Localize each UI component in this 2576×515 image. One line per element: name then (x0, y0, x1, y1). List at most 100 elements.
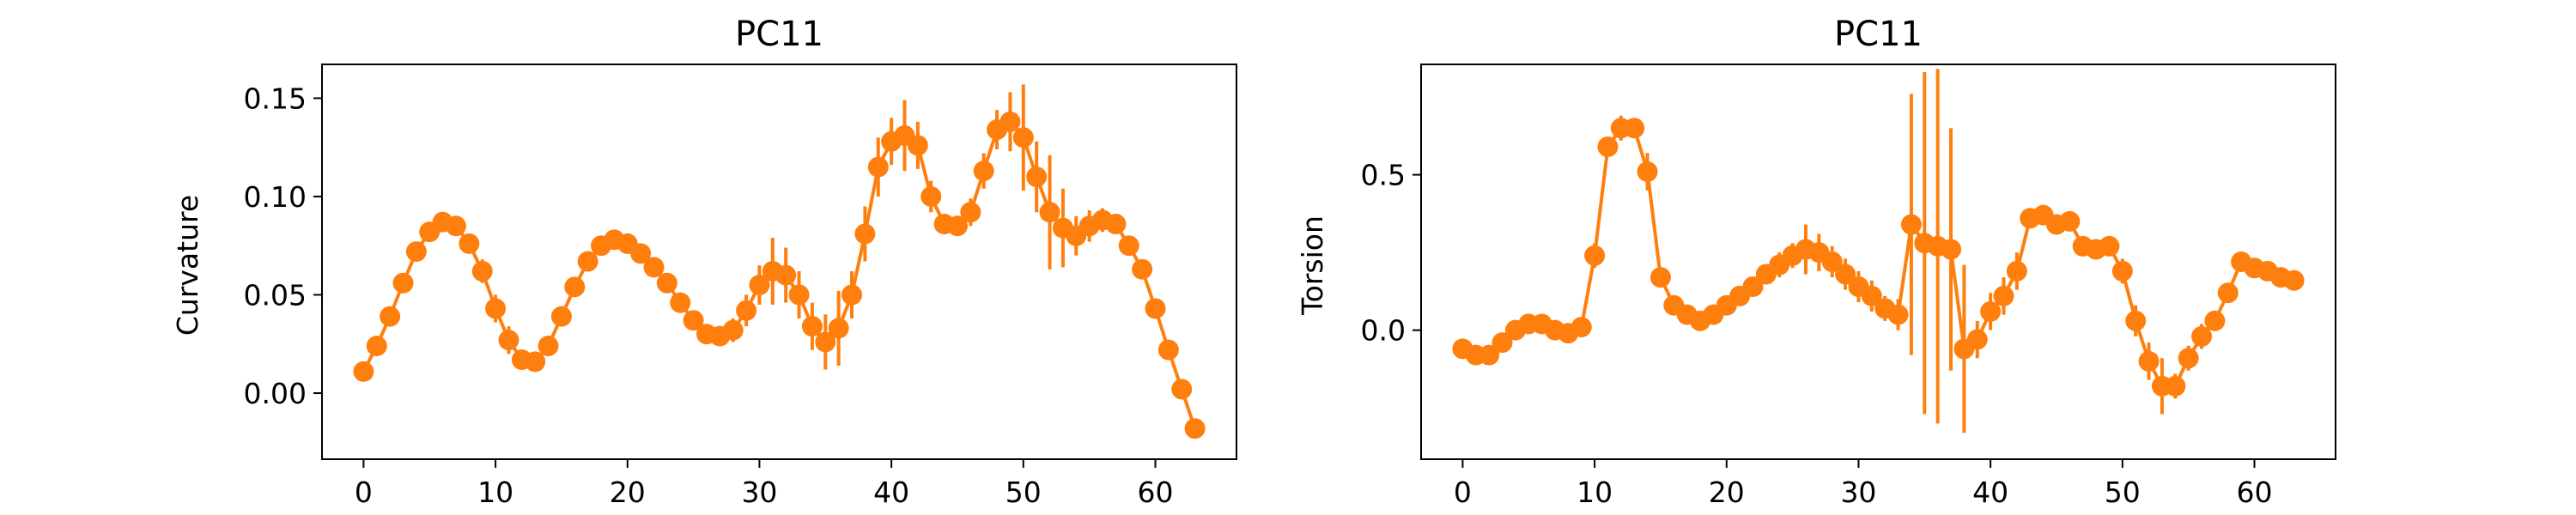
data-point (867, 156, 889, 178)
data-point (471, 260, 493, 282)
data-point (1649, 267, 1671, 288)
data-point (1157, 339, 1179, 360)
data-point (801, 316, 823, 337)
data-point (1479, 344, 1500, 366)
plot-frame (1420, 64, 2336, 460)
x-tick-label: 20 (1709, 476, 1745, 509)
data-point (749, 275, 770, 296)
data-point (550, 306, 572, 327)
data-point (564, 276, 586, 298)
data-point (999, 111, 1021, 132)
y-tick-label: 0.00 (244, 377, 307, 410)
data-point (1171, 379, 1193, 400)
data-point (1835, 264, 1856, 285)
data-point (498, 330, 519, 351)
data-point (1597, 136, 1619, 157)
data-point (445, 215, 466, 237)
data-point (1145, 298, 1166, 319)
data-point (2191, 325, 2213, 347)
data-point (2283, 270, 2305, 291)
data-point (1624, 118, 1645, 139)
data-point (485, 298, 507, 319)
x-tick-label: 30 (741, 476, 777, 509)
data-point (1105, 214, 1127, 235)
data-point (2178, 348, 2199, 369)
data-point (538, 336, 559, 357)
data-point (815, 331, 836, 353)
data-point (1980, 300, 2002, 322)
data-point (459, 233, 480, 254)
data-point (405, 241, 427, 263)
data-point (788, 284, 810, 306)
series (353, 84, 1206, 439)
data-point (2111, 260, 2133, 282)
x-tick-label: 40 (873, 476, 909, 509)
plot-frame (321, 64, 1237, 460)
data-point (1742, 276, 1764, 297)
data-point (2165, 375, 2186, 397)
y-tick-label: 0.05 (244, 278, 307, 312)
data-point (656, 272, 677, 294)
y-tick-label: 0.10 (244, 180, 307, 214)
data-point (392, 272, 414, 294)
y-tick-label: 0.5 (1361, 159, 1406, 192)
data-point (2006, 260, 2027, 282)
data-point (946, 215, 968, 237)
data-point (736, 300, 757, 321)
x-tick-label: 10 (477, 476, 513, 509)
x-tick-label: 20 (610, 476, 646, 509)
data-point (353, 360, 374, 382)
x-tick-label: 50 (2105, 476, 2141, 509)
y-tick-label: 0.15 (244, 82, 307, 115)
data-point (1637, 161, 1658, 182)
data-point (1039, 202, 1060, 223)
data-point (1993, 285, 2014, 306)
data-point (2217, 282, 2239, 304)
data-point (577, 251, 598, 272)
y-tick-label: 0.0 (1361, 314, 1406, 348)
data-point (722, 319, 744, 341)
x-tick-label: 30 (1840, 476, 1876, 509)
data-point (854, 223, 876, 245)
data-point (973, 161, 994, 182)
data-point (2099, 235, 2120, 257)
data-point (1887, 304, 1909, 325)
data-point (366, 336, 387, 357)
data-point (2204, 310, 2226, 331)
x-tick-label: 60 (2236, 476, 2272, 509)
data-point (960, 202, 981, 223)
y-axis-label: Curvature (171, 195, 204, 336)
data-point (907, 135, 928, 156)
x-tick-label: 40 (1972, 476, 2008, 509)
data-point (2059, 210, 2081, 232)
data-point (2138, 350, 2160, 372)
data-point (2125, 310, 2147, 331)
data-point (1900, 214, 1922, 235)
chart-title: PC11 (1834, 15, 1923, 54)
chart-panel-1: 0 10 20 30 40 50 60 0.00 0.05 0.10 0.15 PC11 Curvatu… (171, 15, 1237, 509)
data-point (1966, 329, 1988, 350)
data-point (525, 351, 546, 373)
chart-panel-2: 0 10 20 30 40 50 60 0.0 0.5 PC11 Torsion (1296, 15, 2336, 509)
data-point (630, 243, 652, 264)
y-axis-label: Torsion (1296, 215, 1329, 316)
data-point (1184, 418, 1206, 439)
x-tick-label: 60 (1137, 476, 1173, 509)
data-point (1026, 167, 1048, 188)
x-tick-label: 0 (355, 476, 373, 509)
data-point (841, 284, 863, 306)
data-point (643, 257, 665, 278)
data-point (1492, 332, 1513, 354)
data-point (1132, 258, 1153, 280)
data-point (1821, 251, 1843, 272)
x-tick-label: 10 (1577, 476, 1613, 509)
x-tick-label: 0 (1454, 476, 1472, 509)
data-point (1012, 127, 1034, 148)
data-point (1118, 235, 1139, 257)
data-point (1584, 245, 1606, 266)
data-point (670, 292, 691, 313)
data-point (683, 310, 704, 331)
series (1452, 69, 2305, 433)
data-point (380, 306, 401, 327)
